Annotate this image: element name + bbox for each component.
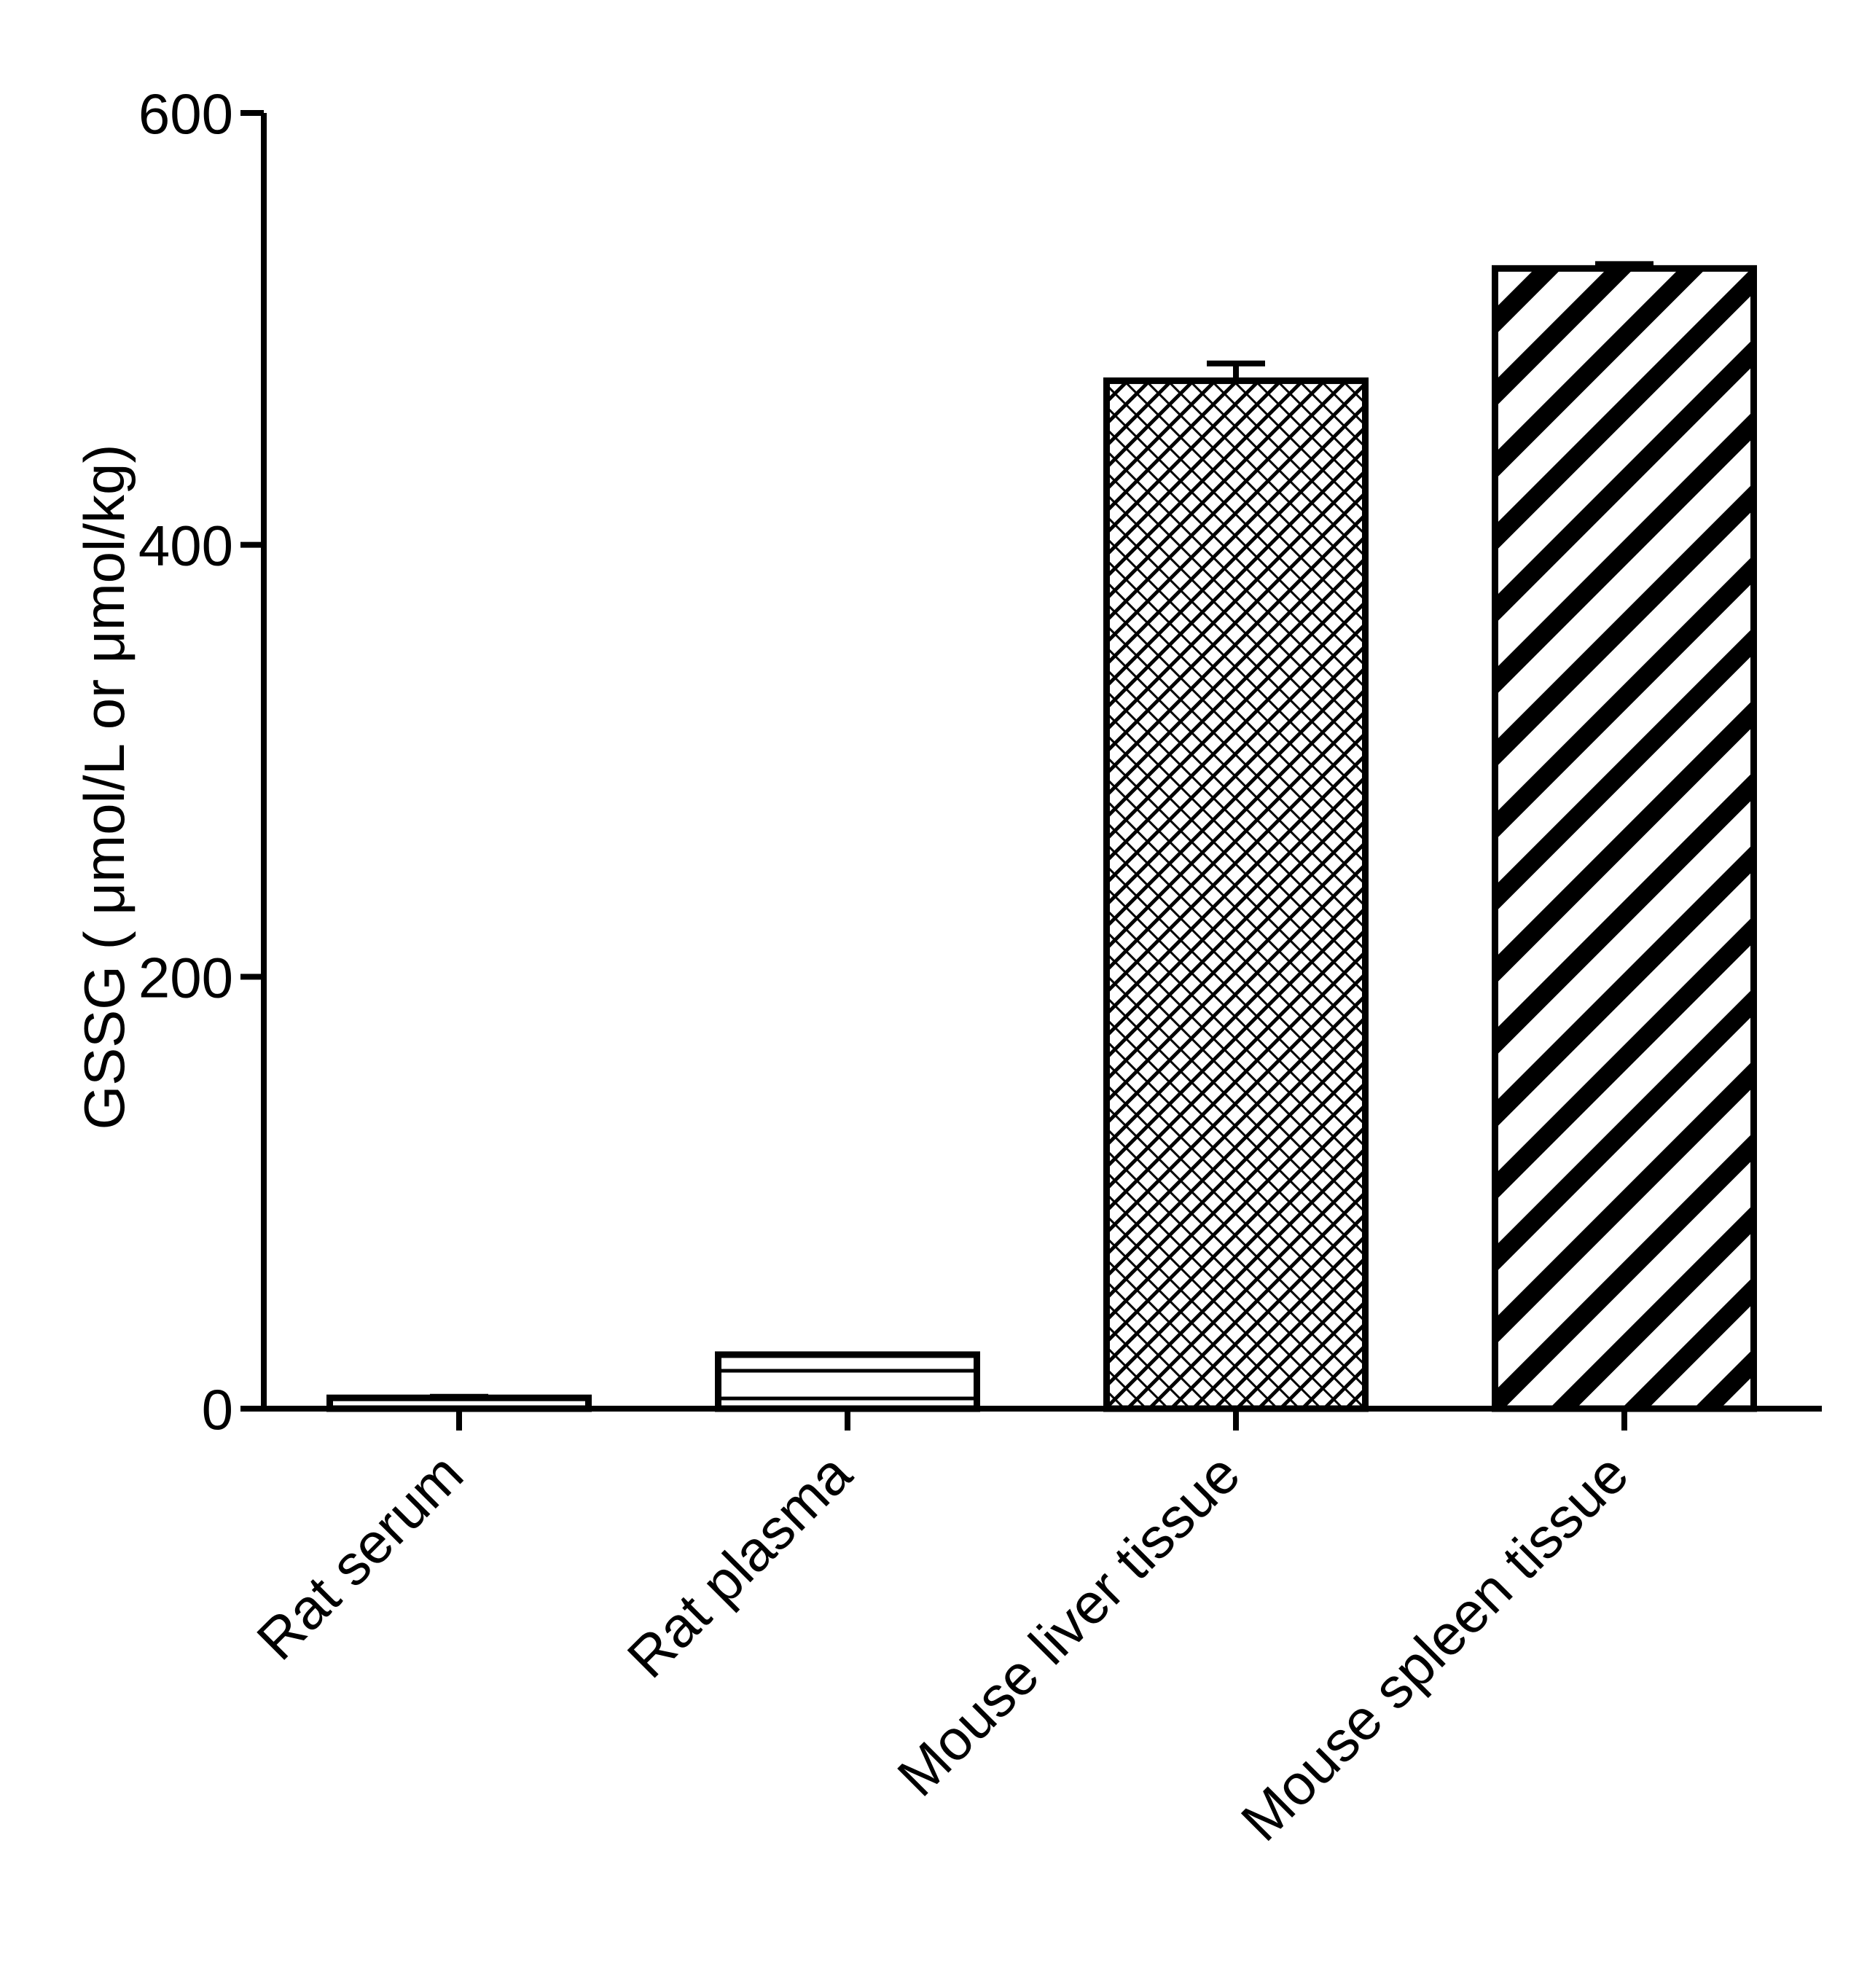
y-tick-label: 200 <box>138 945 233 1009</box>
y-tick-label: 400 <box>138 514 233 578</box>
x-tick-label-mouse-spleen-tissue: Mouse spleen tissue <box>1229 1441 1640 1853</box>
y-tick-label: 0 <box>202 1377 233 1441</box>
x-tick-label-rat-serum: Rat serum <box>244 1441 475 1672</box>
x-tick-label-rat-plasma: Rat plasma <box>615 1441 864 1690</box>
bar-mouse-liver-tissue <box>1103 377 1369 1412</box>
y-tick-label: 600 <box>138 82 233 146</box>
y-axis-title: GSSG ( μmol/L or μmol/kg) <box>72 445 136 1130</box>
bar-rat-plasma <box>715 1351 980 1412</box>
bar-mouse-spleen-tissue <box>1492 265 1757 1412</box>
x-tick-label-mouse-liver-tissue: Mouse liver tissue <box>885 1441 1252 1809</box>
